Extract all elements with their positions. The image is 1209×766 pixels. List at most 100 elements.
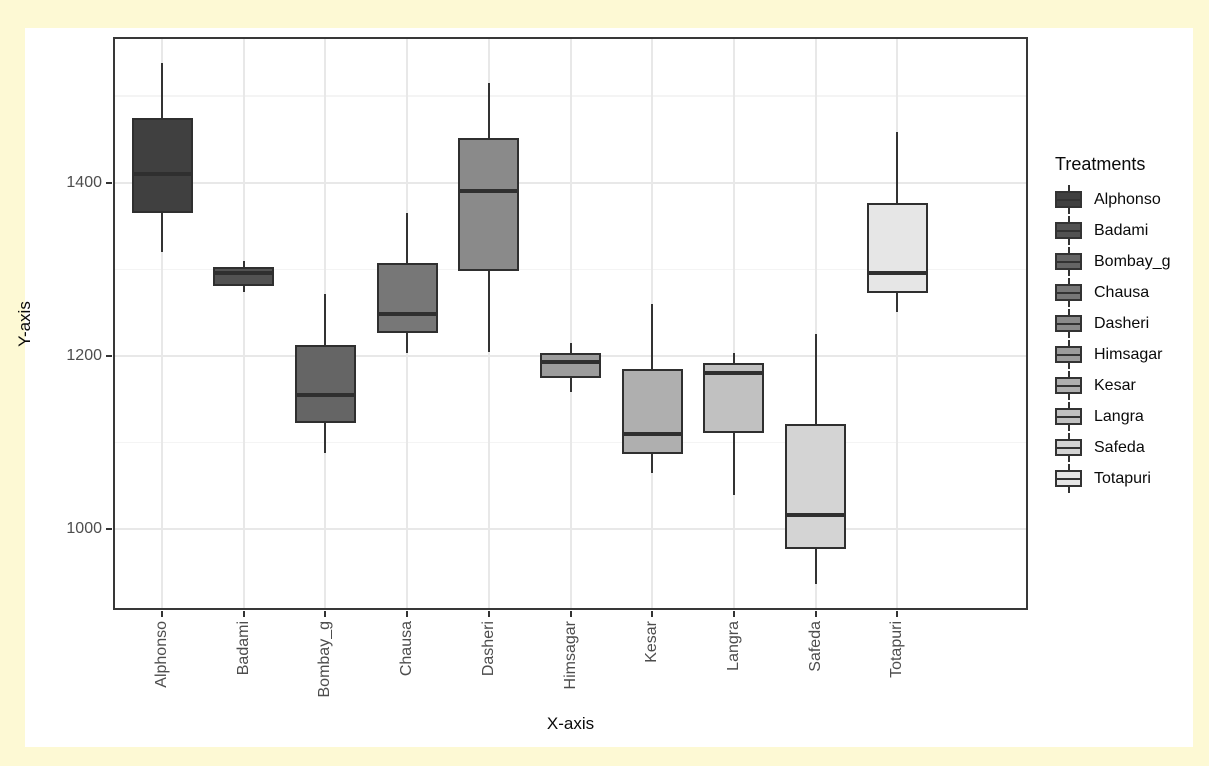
whisker-lower-alphonso (161, 212, 164, 252)
y-tick-label-1000: 1000 (66, 520, 102, 538)
legend-label-himsagar: Himsagar (1094, 345, 1163, 363)
legend-key-boxplot-icon-kesar (1055, 370, 1082, 401)
whisker-lower-chausa (406, 332, 409, 353)
x-tick-mark-chausa (406, 611, 409, 617)
whisker-upper-chausa (406, 212, 409, 264)
legend-key-median (1057, 384, 1080, 387)
boxplot-median-bombay_g (294, 393, 356, 398)
legend-title: Treatments (1055, 154, 1146, 174)
legend-item-safeda: Safeda (1055, 432, 1171, 463)
legend-key-median (1057, 415, 1080, 418)
gridline-x-totapuri (896, 37, 899, 610)
boxplot-box-alphonso (131, 117, 193, 213)
legend-item-bombay_g: Bombay_g (1055, 246, 1171, 277)
x-tick-mark-dasheri (487, 611, 490, 617)
whisker-lower-safeda (814, 549, 817, 584)
legend-label-kesar: Kesar (1094, 376, 1136, 394)
whisker-upper-dasheri (487, 82, 490, 138)
legend-key-median (1057, 322, 1080, 325)
x-tick-label-badami: Badami (234, 621, 252, 676)
boxplot-box-kesar (621, 369, 683, 454)
boxplot-median-badami (213, 270, 275, 275)
boxplot-median-dasheri (458, 189, 520, 194)
boxplot-median-safeda (785, 512, 847, 517)
boxplot-median-alphonso (131, 171, 193, 176)
legend-label-chausa: Chausa (1094, 283, 1150, 301)
x-axis-title: X-axis (546, 714, 595, 733)
boxplot-box-bombay_g (294, 344, 356, 423)
whisker-lower-langra (732, 433, 735, 495)
legend-label-bombay_g: Bombay_g (1094, 252, 1171, 270)
legend-item-kesar: Kesar (1055, 370, 1171, 401)
legend-label-badami: Badami (1094, 221, 1149, 239)
whisker-upper-himsagar (569, 343, 572, 354)
legend-item-badami: Badami (1055, 215, 1171, 246)
x-tick-mark-badami (242, 611, 245, 617)
legend-item-chausa: Chausa (1055, 277, 1171, 308)
x-tick-mark-totapuri (896, 611, 899, 617)
legend-items: Alphonso Badami Bombay_g Chausa Dasheri Himsa… (1055, 184, 1171, 494)
legend-label-langra: Langra (1094, 407, 1144, 425)
whisker-lower-bombay_g (324, 422, 327, 454)
legend-item-himsagar: Himsagar (1055, 339, 1171, 370)
legend-label-alphonso: Alphonso (1094, 190, 1161, 208)
legend-key-median (1057, 291, 1080, 294)
legend-key-boxplot-icon-dasheri (1055, 308, 1082, 339)
x-tick-label-alphonso: Alphonso (153, 621, 171, 688)
y-tick-label-1400: 1400 (66, 173, 102, 191)
gridline-x-alphonso (161, 37, 164, 610)
legend-item-langra: Langra (1055, 401, 1171, 432)
whisker-upper-badami (242, 260, 245, 267)
x-tick-mark-himsagar (569, 611, 572, 617)
x-tick-label-safeda: Safeda (806, 621, 824, 672)
gridline-x-safeda (814, 37, 817, 610)
x-tick-mark-alphonso (161, 611, 164, 617)
legend-key-box (1055, 222, 1082, 239)
legend-key-median (1057, 229, 1080, 232)
whisker-upper-safeda (814, 334, 817, 425)
boxplot-box-safeda (785, 424, 847, 550)
x-tick-label-kesar: Kesar (643, 621, 661, 663)
legend-key-box (1055, 253, 1082, 270)
boxplot-box-chausa (376, 263, 438, 333)
x-tick-label-totapuri: Totapuri (888, 621, 906, 678)
legend-key-boxplot-icon-bombay_g (1055, 246, 1082, 277)
whisker-upper-totapuri (896, 132, 899, 203)
legend-key-median (1057, 198, 1080, 201)
whisker-lower-badami (242, 285, 245, 292)
whisker-upper-kesar (651, 303, 654, 369)
whisker-lower-himsagar (569, 377, 572, 393)
legend-key-box (1055, 191, 1082, 208)
whisker-upper-langra (732, 352, 735, 363)
legend-label-safeda: Safeda (1094, 438, 1145, 456)
legend-key-box (1055, 408, 1082, 425)
legend-key-boxplot-icon-safeda (1055, 432, 1082, 463)
legend-key-box (1055, 346, 1082, 363)
boxplot-box-dasheri (458, 137, 520, 272)
plot-panel (113, 37, 1028, 610)
legend-label-totapuri: Totapuri (1094, 469, 1151, 487)
boxplot-median-kesar (621, 432, 683, 437)
boxplot-box-badami (213, 266, 275, 286)
whisker-lower-totapuri (896, 292, 899, 312)
x-tick-label-langra: Langra (724, 621, 742, 671)
x-tick-mark-kesar (651, 611, 654, 617)
legend-key-box (1055, 315, 1082, 332)
legend-item-dasheri: Dasheri (1055, 308, 1171, 339)
y-axis-title: Y-axis (12, 37, 38, 610)
whisker-upper-bombay_g (324, 293, 327, 345)
x-tick-mark-bombay_g (324, 611, 327, 617)
boxplot-median-himsagar (540, 360, 601, 365)
boxplot-box-himsagar (540, 353, 601, 378)
x-tick-label-himsagar: Himsagar (561, 621, 579, 690)
legend-item-totapuri: Totapuri (1055, 463, 1171, 494)
legend-key-box (1055, 284, 1082, 301)
legend-key-box (1055, 377, 1082, 394)
x-tick-label-chausa: Chausa (398, 621, 416, 677)
legend-key-boxplot-icon-himsagar (1055, 339, 1082, 370)
legend-key-box (1055, 470, 1082, 487)
whisker-lower-dasheri (487, 271, 490, 352)
boxplot-median-totapuri (866, 270, 928, 275)
legend-label-dasheri: Dasheri (1094, 314, 1150, 332)
